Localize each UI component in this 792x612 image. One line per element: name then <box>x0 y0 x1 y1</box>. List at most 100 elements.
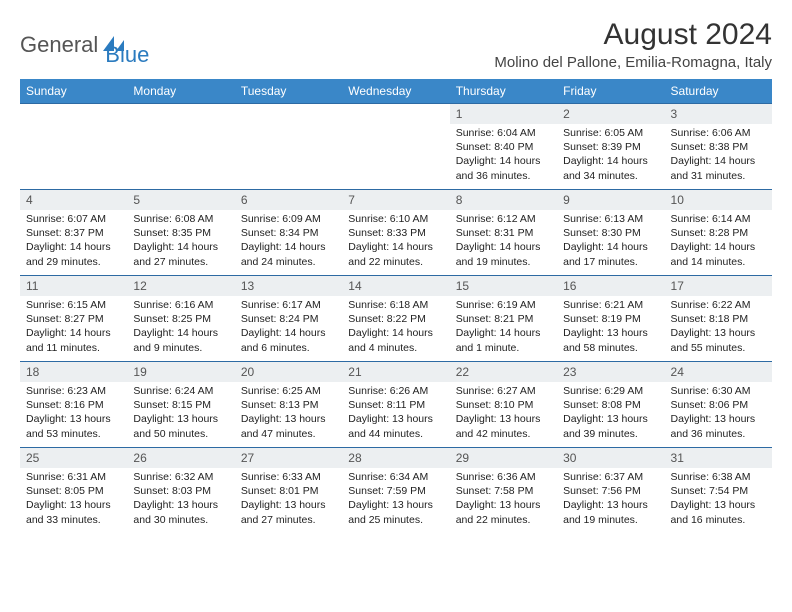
sunset-line: Sunset: 8:15 PM <box>133 398 228 412</box>
sunrise-line: Sunrise: 6:30 AM <box>671 384 766 398</box>
header: General Blue August 2024 Molino del Pall… <box>20 18 772 71</box>
day-number: 21 <box>342 362 449 382</box>
sunrise-line: Sunrise: 6:09 AM <box>241 212 336 226</box>
calendar-day-cell: 29 Sunrise: 6:36 AMSunset: 7:58 PMDayligh… <box>450 448 557 534</box>
day-info: Sunrise: 6:21 AMSunset: 8:19 PMDaylight:… <box>557 296 664 359</box>
calendar-day-cell: 5Sunrise: 6:08 AMSunset: 8:35 PMDaylight… <box>127 190 234 276</box>
day-number: 26 <box>127 448 234 468</box>
sunset-line: Sunset: 8:37 PM <box>26 226 121 240</box>
weekday-header: Thursday <box>450 79 557 104</box>
day-info: Sunrise: 6:26 AMSunset: 8:11 PMDaylight:… <box>342 382 449 445</box>
calendar-day-cell: 23Sunrise: 6:29 AMSunset: 8:08 PMDayligh… <box>557 362 664 448</box>
sunset-line: Sunset: 8:31 PM <box>456 226 551 240</box>
sunrise-line: Sunrise: 6:05 AM <box>563 126 658 140</box>
daylight-line: Daylight: 14 hours and 17 minutes. <box>563 240 658 268</box>
day-number: 4 <box>20 190 127 210</box>
day-number: 12 <box>127 276 234 296</box>
daylight-line: Daylight: 14 hours and 1 minute. <box>456 326 551 354</box>
calendar-day-cell: 9Sunrise: 6:13 AMSunset: 8:30 PMDaylight… <box>557 190 664 276</box>
sunset-line: Sunset: 8:05 PM <box>26 484 121 498</box>
calendar-day-cell <box>20 104 127 190</box>
day-info: Sunrise: 6:07 AMSunset: 8:37 PMDaylight:… <box>20 210 127 273</box>
day-number: 3 <box>665 104 772 124</box>
day-number: 10 <box>665 190 772 210</box>
day-info: Sunrise: 6:04 AMSunset: 8:40 PMDaylight:… <box>450 124 557 187</box>
daylight-line: Daylight: 13 hours and 22 minutes. <box>456 498 551 526</box>
calendar-day-cell: 2Sunrise: 6:05 AMSunset: 8:39 PMDaylight… <box>557 104 664 190</box>
sunset-line: Sunset: 8:16 PM <box>26 398 121 412</box>
day-number: 22 <box>450 362 557 382</box>
sunset-line: Sunset: 8:01 PM <box>241 484 336 498</box>
sunset-line: Sunset: 8:25 PM <box>133 312 228 326</box>
daylight-line: Daylight: 14 hours and 24 minutes. <box>241 240 336 268</box>
calendar-table: SundayMondayTuesdayWednesdayThursdayFrid… <box>20 79 772 534</box>
day-number: 20 <box>235 362 342 382</box>
daylight-line: Daylight: 14 hours and 14 minutes. <box>671 240 766 268</box>
daylight-line: Daylight: 13 hours and 30 minutes. <box>133 498 228 526</box>
sunrise-line: Sunrise: 6:12 AM <box>456 212 551 226</box>
day-info: Sunrise: 6:05 AMSunset: 8:39 PMDaylight:… <box>557 124 664 187</box>
day-info: Sunrise: 6:15 AMSunset: 8:27 PMDaylight:… <box>20 296 127 359</box>
day-info: Sunrise: 6:30 AMSunset: 8:06 PMDaylight:… <box>665 382 772 445</box>
calendar-day-cell: 26Sunrise: 6:32 AMSunset: 8:03 PMDayligh… <box>127 448 234 534</box>
sunrise-line: Sunrise: 6:07 AM <box>26 212 121 226</box>
calendar-day-cell: 14Sunrise: 6:18 AMSunset: 8:22 PMDayligh… <box>342 276 449 362</box>
calendar-day-cell: 24Sunrise: 6:30 AMSunset: 8:06 PMDayligh… <box>665 362 772 448</box>
daylight-line: Daylight: 14 hours and 34 minutes. <box>563 154 658 182</box>
day-number: 29 <box>450 448 557 468</box>
day-info: Sunrise: 6:13 AMSunset: 8:30 PMDaylight:… <box>557 210 664 273</box>
daylight-line: Daylight: 14 hours and 36 minutes. <box>456 154 551 182</box>
daylight-line: Daylight: 13 hours and 19 minutes. <box>563 498 658 526</box>
calendar-week-row: 1Sunrise: 6:04 AMSunset: 8:40 PMDaylight… <box>20 104 772 190</box>
calendar-week-row: 25Sunrise: 6:31 AMSunset: 8:05 PMDayligh… <box>20 448 772 534</box>
weekday-header: Wednesday <box>342 79 449 104</box>
calendar-day-cell: 3Sunrise: 6:06 AMSunset: 8:38 PMDaylight… <box>665 104 772 190</box>
sunset-line: Sunset: 8:06 PM <box>671 398 766 412</box>
sunrise-line: Sunrise: 6:24 AM <box>133 384 228 398</box>
calendar-day-cell: 10Sunrise: 6:14 AMSunset: 8:28 PMDayligh… <box>665 190 772 276</box>
sunset-line: Sunset: 8:24 PM <box>241 312 336 326</box>
daylight-line: Daylight: 13 hours and 50 minutes. <box>133 412 228 440</box>
calendar-day-cell: 13Sunrise: 6:17 AMSunset: 8:24 PMDayligh… <box>235 276 342 362</box>
sunrise-line: Sunrise: 6:08 AM <box>133 212 228 226</box>
sunset-line: Sunset: 7:56 PM <box>563 484 658 498</box>
sunrise-line: Sunrise: 6:26 AM <box>348 384 443 398</box>
sunrise-line: Sunrise: 6:21 AM <box>563 298 658 312</box>
day-info: Sunrise: 6:22 AMSunset: 8:18 PMDaylight:… <box>665 296 772 359</box>
day-info: Sunrise: 6:08 AMSunset: 8:35 PMDaylight:… <box>127 210 234 273</box>
calendar-week-row: 11Sunrise: 6:15 AMSunset: 8:27 PMDayligh… <box>20 276 772 362</box>
sunrise-line: Sunrise: 6:33 AM <box>241 470 336 484</box>
day-info: Sunrise: 6:31 AMSunset: 8:05 PMDaylight:… <box>20 468 127 531</box>
logo-text-blue: Blue <box>105 22 149 68</box>
day-number: 28 <box>342 448 449 468</box>
sunrise-line: Sunrise: 6:36 AM <box>456 470 551 484</box>
sunset-line: Sunset: 8:18 PM <box>671 312 766 326</box>
calendar-day-cell: 15Sunrise: 6:19 AMSunset: 8:21 PMDayligh… <box>450 276 557 362</box>
weekday-header: Friday <box>557 79 664 104</box>
sunset-line: Sunset: 7:58 PM <box>456 484 551 498</box>
day-number: 9 <box>557 190 664 210</box>
weekday-header: Sunday <box>20 79 127 104</box>
calendar-day-cell <box>342 104 449 190</box>
daylight-line: Daylight: 13 hours and 36 minutes. <box>671 412 766 440</box>
calendar-day-cell: 6Sunrise: 6:09 AMSunset: 8:34 PMDaylight… <box>235 190 342 276</box>
calendar-day-cell: 25Sunrise: 6:31 AMSunset: 8:05 PMDayligh… <box>20 448 127 534</box>
day-number: 24 <box>665 362 772 382</box>
calendar-day-cell: 16Sunrise: 6:21 AMSunset: 8:19 PMDayligh… <box>557 276 664 362</box>
daylight-line: Daylight: 13 hours and 27 minutes. <box>241 498 336 526</box>
day-info: Sunrise: 6:24 AMSunset: 8:15 PMDaylight:… <box>127 382 234 445</box>
sunrise-line: Sunrise: 6:15 AM <box>26 298 121 312</box>
day-number: 30 <box>557 448 664 468</box>
day-number: 6 <box>235 190 342 210</box>
day-info: Sunrise: 6:14 AMSunset: 8:28 PMDaylight:… <box>665 210 772 273</box>
day-number: 18 <box>20 362 127 382</box>
weekday-header: Saturday <box>665 79 772 104</box>
sunrise-line: Sunrise: 6:25 AM <box>241 384 336 398</box>
daylight-line: Daylight: 14 hours and 22 minutes. <box>348 240 443 268</box>
title-block: August 2024 Molino del Pallone, Emilia-R… <box>494 18 772 71</box>
sunset-line: Sunset: 8:08 PM <box>563 398 658 412</box>
sunrise-line: Sunrise: 6:16 AM <box>133 298 228 312</box>
sunrise-line: Sunrise: 6:10 AM <box>348 212 443 226</box>
sunset-line: Sunset: 8:10 PM <box>456 398 551 412</box>
calendar-day-cell: 27Sunrise: 6:33 AMSunset: 8:01 PMDayligh… <box>235 448 342 534</box>
